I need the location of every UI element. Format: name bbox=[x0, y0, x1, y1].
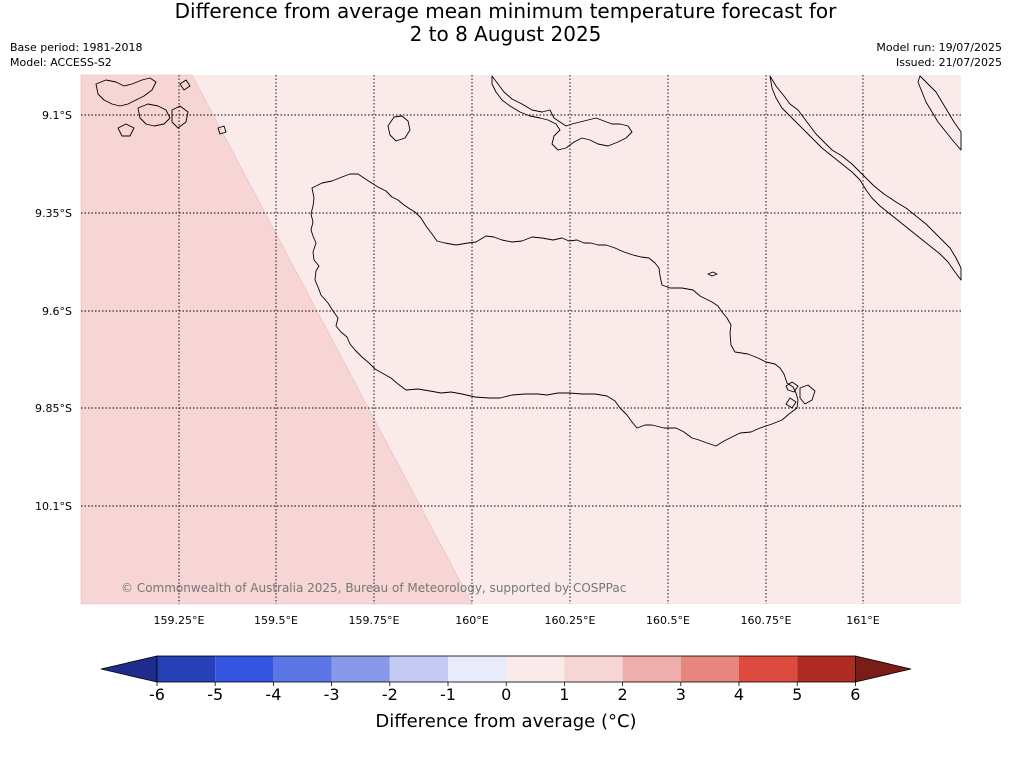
colorbar-extend-low bbox=[100, 655, 158, 683]
colorbar bbox=[100, 655, 912, 683]
colorbar-tick-label: -5 bbox=[207, 685, 223, 704]
colorbar-tick-label: 0 bbox=[501, 685, 511, 704]
gridlines bbox=[81, 75, 961, 604]
lat-label-1: 9.35°S bbox=[35, 207, 72, 220]
colorbar-segment bbox=[622, 656, 681, 682]
colorbar-segment bbox=[448, 656, 507, 682]
colorbar-tick-label: -4 bbox=[265, 685, 281, 704]
colorbar-segment bbox=[739, 656, 798, 682]
model-run: Model run: 19/07/2025 bbox=[876, 41, 1002, 54]
colorbar-tick-label: -1 bbox=[440, 685, 456, 704]
colorbar-tick-label: -3 bbox=[324, 685, 340, 704]
colorbar-title: Difference from average (°C) bbox=[375, 711, 636, 732]
colorbar-segment bbox=[680, 656, 739, 682]
lat-label-0: 9.1°S bbox=[42, 109, 72, 122]
colorbar-segment bbox=[389, 656, 448, 682]
colorbar-segment bbox=[157, 656, 216, 682]
lat-label-3: 9.85°S bbox=[35, 402, 72, 415]
islands-northwest bbox=[95, 77, 227, 137]
colorbar-tick-label: -6 bbox=[149, 685, 165, 704]
lon-label-3: 160°E bbox=[455, 614, 488, 627]
lon-label-4: 160.25°E bbox=[545, 614, 596, 627]
colorbar-ticks: -6 -5 -4 -3 -2 -1 0 1 2 3 4 5 6 bbox=[149, 682, 860, 704]
colorbar-tick-label: 1 bbox=[559, 685, 569, 704]
colorbar-tick-label: 5 bbox=[792, 685, 802, 704]
lon-label-6: 160.75°E bbox=[741, 614, 792, 627]
island-malaita-north bbox=[917, 75, 962, 151]
colorbar-segment bbox=[215, 656, 274, 682]
base-period: Base period: 1981-2018 bbox=[10, 41, 143, 54]
model-name: Model: ACCESS-S2 bbox=[10, 56, 112, 69]
copyright-notice: © Commonwealth of Australia 2025, Bureau… bbox=[121, 581, 626, 595]
lon-label-1: 159.5°E bbox=[254, 614, 298, 627]
colorbar-segment bbox=[564, 656, 623, 682]
colorbar-tick-label: 3 bbox=[676, 685, 686, 704]
meta-right: Model run: 19/07/2025 Issued: 21/07/2025 bbox=[876, 40, 1002, 70]
lon-label-7: 161°E bbox=[846, 614, 879, 627]
island-savo bbox=[387, 115, 411, 142]
islet-small bbox=[707, 271, 718, 277]
colorbar-segment bbox=[273, 656, 332, 682]
island-guadalcanal bbox=[310, 173, 799, 447]
issued-date: Issued: 21/07/2025 bbox=[895, 56, 1002, 69]
colorbar-segment bbox=[506, 656, 565, 682]
colorbar-tick-label: -2 bbox=[382, 685, 398, 704]
island-nggela bbox=[491, 75, 633, 151]
lon-label-0: 159.25°E bbox=[154, 614, 205, 627]
meta-left: Base period: 1981-2018 Model: ACCESS-S2 bbox=[10, 40, 142, 70]
colorbar-tick-label: 2 bbox=[618, 685, 628, 704]
lon-labels: 159.25°E 159.5°E 159.75°E 160°E 160.25°E… bbox=[154, 614, 880, 627]
lat-label-2: 9.6°S bbox=[42, 305, 72, 318]
colorbar-segment bbox=[331, 656, 390, 682]
island-malaita bbox=[769, 75, 962, 281]
colorbar-tick-label: 6 bbox=[850, 685, 860, 704]
colorbar-tick-label: 4 bbox=[734, 685, 744, 704]
lat-labels: 9.1°S 9.35°S 9.6°S 9.85°S 10.1°S bbox=[35, 109, 72, 513]
map-title: Difference from average mean minimum tem… bbox=[0, 0, 1011, 46]
colorbar-segment bbox=[797, 656, 856, 682]
lon-label-2: 159.75°E bbox=[349, 614, 400, 627]
lon-label-5: 160.5°E bbox=[646, 614, 690, 627]
colorbar-extend-high bbox=[855, 655, 912, 683]
title-line-2: 2 to 8 August 2025 bbox=[409, 22, 602, 46]
title-line-1: Difference from average mean minimum tem… bbox=[174, 0, 837, 23]
lat-label-4: 10.1°S bbox=[35, 500, 72, 513]
coastlines bbox=[95, 75, 962, 447]
